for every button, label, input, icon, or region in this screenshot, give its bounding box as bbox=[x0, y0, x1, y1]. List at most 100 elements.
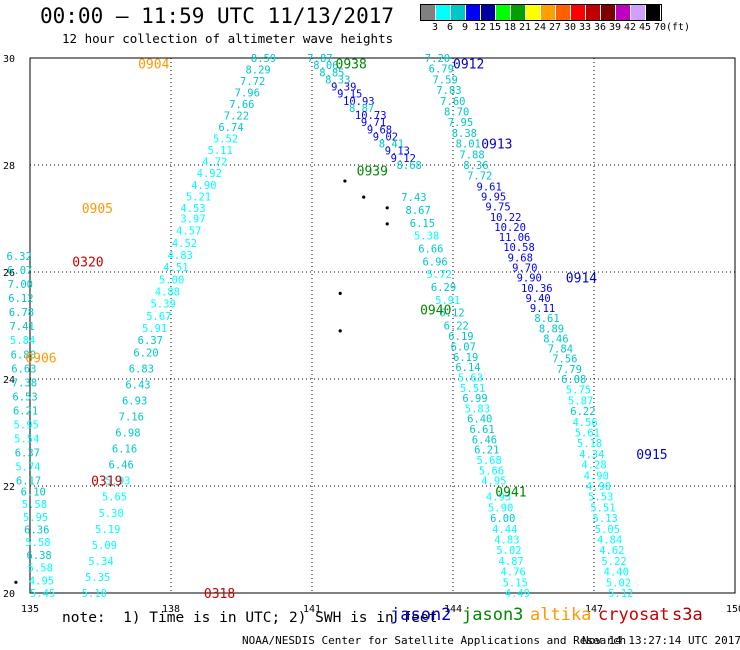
pass-label: 0318 bbox=[204, 587, 235, 602]
swh-data-label: 7.56 bbox=[552, 354, 577, 366]
swh-data-label: 6.17 bbox=[16, 476, 41, 488]
swh-data-label: 4.62 bbox=[599, 545, 624, 557]
y-tick-label: 26 bbox=[3, 268, 15, 279]
swh-data-label: 9.02 bbox=[373, 131, 398, 143]
swh-data-label: 10.22 bbox=[490, 212, 522, 224]
swh-data-label: 6.21 bbox=[13, 405, 38, 417]
legend-item-s3a: s3a bbox=[672, 605, 703, 625]
swh-data-label: 7.88 bbox=[459, 149, 484, 161]
color-scale-tick: 30 bbox=[563, 22, 577, 33]
page-subtitle: 12 hour collection of altimeter wave hei… bbox=[62, 31, 394, 46]
color-scale-tick: 24 bbox=[533, 22, 547, 33]
swh-data-label: 5.95 bbox=[14, 419, 39, 431]
color-scale-tick: 36 bbox=[593, 22, 607, 33]
swh-data-label: 4.28 bbox=[581, 460, 606, 472]
swh-data-label: 6.99 bbox=[462, 393, 487, 405]
credit-text: NOAA/NESDIS Center for Satellite Applica… bbox=[242, 634, 627, 647]
swh-data-label: 9.68 bbox=[508, 252, 533, 264]
swh-data-label: 6.37 bbox=[15, 448, 40, 460]
swh-data-label: 5.39 bbox=[150, 299, 175, 311]
swh-data-label: 10.20 bbox=[494, 222, 526, 234]
swh-data-label: 5.35 bbox=[85, 572, 110, 584]
swh-data-label: 4.95 bbox=[481, 476, 506, 488]
color-scale-tick: 70 bbox=[653, 22, 667, 33]
swh-data-label: 7.79 bbox=[557, 364, 582, 376]
swh-data-label: 5.30 bbox=[98, 508, 123, 520]
swh-data-label: 6.32 bbox=[7, 251, 32, 263]
swh-data-label: 4.83 bbox=[168, 250, 193, 262]
swh-data-label: 7.16 bbox=[119, 411, 144, 423]
swh-data-label: 7.84 bbox=[548, 344, 573, 356]
swh-data-label: 6.12 bbox=[8, 293, 33, 305]
pass-label: 0905 bbox=[82, 202, 113, 217]
swh-data-label: 4.53 bbox=[180, 203, 205, 215]
swh-data-label: 9.90 bbox=[517, 273, 542, 285]
swh-data-label: 8.38 bbox=[452, 128, 477, 140]
swh-data-label: 5.74 bbox=[15, 462, 40, 474]
swh-data-label: 7.41 bbox=[9, 321, 34, 333]
color-scale-swatch bbox=[586, 5, 601, 20]
swh-data-label: 7.60 bbox=[440, 96, 465, 108]
color-scale-tick: 21 bbox=[518, 22, 532, 33]
color-scale-tick: 39 bbox=[608, 22, 622, 33]
color-scale-swatch bbox=[436, 5, 451, 20]
swh-data-label: 9.13 bbox=[385, 146, 410, 158]
swh-data-label: 5.95 bbox=[23, 512, 48, 524]
swh-data-label: 5.75 bbox=[566, 385, 591, 397]
swh-data-label: 6.07 bbox=[7, 265, 32, 277]
swh-data-label: 11.06 bbox=[499, 232, 531, 244]
swh-data-label: 5.00 bbox=[159, 274, 184, 286]
swh-data-label: 5.91 bbox=[435, 295, 460, 307]
swh-data-label: 6.80 bbox=[11, 349, 36, 361]
swh-data-label: 6.53 bbox=[12, 391, 37, 403]
island-mark bbox=[385, 206, 389, 210]
swh-data-label: 6.93 bbox=[122, 395, 147, 407]
pass-label: 0320 bbox=[72, 255, 103, 270]
swh-data-label: 5.68 bbox=[477, 455, 502, 467]
swh-data-label: 3.97 bbox=[180, 214, 205, 226]
island-mark bbox=[338, 329, 342, 333]
swh-data-label: 5.87 bbox=[568, 395, 593, 407]
color-scale-swatch bbox=[421, 5, 436, 20]
swh-data-label: 9.39 bbox=[331, 82, 356, 94]
color-scale-tick: 15 bbox=[488, 22, 502, 33]
swh-data-label: 5.65 bbox=[102, 492, 127, 504]
color-scale-tick: 33 bbox=[578, 22, 592, 33]
pass-label: 0939 bbox=[357, 164, 388, 179]
swh-data-label: 5.21 bbox=[186, 191, 211, 203]
swh-data-label: 9.40 bbox=[525, 293, 550, 305]
swh-data-label: 5.93 bbox=[105, 476, 130, 488]
pass-label: 0906 bbox=[25, 352, 56, 367]
swh-data-label: 6.43 bbox=[125, 379, 150, 391]
x-tick-label: 150 bbox=[726, 604, 740, 615]
swh-data-label: 6.63 bbox=[11, 363, 36, 375]
swh-data-label: 7.95 bbox=[448, 117, 473, 129]
color-scale-tick: 45 bbox=[638, 22, 652, 33]
swh-data-label: 8.85 bbox=[319, 67, 344, 79]
swh-data-label: 4.56 bbox=[572, 417, 597, 429]
legend-item-jason3: jason3 bbox=[462, 605, 524, 625]
swh-data-label: 9.11 bbox=[530, 303, 555, 315]
swh-data-label: 5.34 bbox=[88, 556, 113, 568]
swh-data-label: 4.51 bbox=[163, 262, 188, 274]
swh-data-label: 8.59 bbox=[251, 53, 276, 65]
island-mark bbox=[338, 291, 342, 295]
swh-data-label: 6.74 bbox=[218, 122, 243, 134]
swh-data-label: 6.98 bbox=[115, 428, 140, 440]
swh-data-label: 4.88 bbox=[155, 286, 180, 298]
legend-item-cryosat: cryosat bbox=[598, 605, 670, 625]
swh-data-label: 5.51 bbox=[590, 502, 615, 514]
swh-data-label: 9.68 bbox=[367, 124, 392, 136]
swh-data-label: 7.87 bbox=[307, 53, 332, 65]
color-scale-tick: 27 bbox=[548, 22, 562, 33]
pass-label: 0319 bbox=[91, 475, 122, 490]
color-scale-swatch bbox=[481, 5, 496, 20]
color-scale-swatch bbox=[526, 5, 541, 20]
pass-label: 0913 bbox=[481, 138, 512, 153]
swh-data-label: 6.61 bbox=[469, 424, 494, 436]
swh-data-label: 5.11 bbox=[208, 145, 233, 157]
swh-data-label: 5.05 bbox=[595, 524, 620, 536]
island-mark bbox=[343, 179, 347, 183]
y-tick-label: 24 bbox=[3, 375, 15, 386]
